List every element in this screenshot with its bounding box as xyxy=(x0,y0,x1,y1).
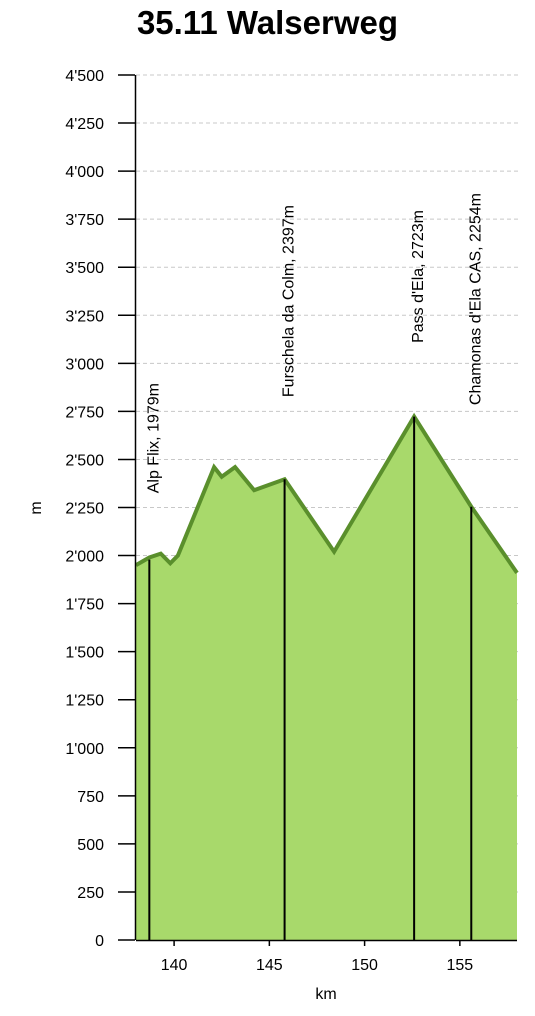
y-tick-label: 3'000 xyxy=(65,356,104,373)
chart-title: 35.11 Walserweg xyxy=(136,4,399,41)
y-tick-label: 3'250 xyxy=(65,308,104,325)
y-tick-label: 0 xyxy=(95,933,104,950)
x-axis-title: km xyxy=(315,986,336,1003)
y-tick-label: 4'000 xyxy=(65,164,104,181)
y-tick-label: 750 xyxy=(77,789,104,806)
y-tick-label: 2'000 xyxy=(65,549,104,566)
waypoint-label: Pass d'Ela, 2723m xyxy=(410,210,427,343)
y-tick-label: 250 xyxy=(77,885,104,902)
waypoint-label: Chamonas d'Ela CAS, 2254m xyxy=(467,193,484,405)
y-tick-label: 1'250 xyxy=(65,693,104,710)
elevation-fill xyxy=(136,416,517,941)
y-tick-label: 500 xyxy=(77,837,104,854)
waypoint-label: Furschela da Colm, 2397m xyxy=(281,205,298,397)
elevation-area xyxy=(135,412,519,941)
x-tick-label: 155 xyxy=(446,957,473,974)
y-tick-label: 1'000 xyxy=(65,741,104,758)
y-tick-label: 2'500 xyxy=(65,452,104,469)
y-tick-label: 4'500 xyxy=(65,68,104,85)
waypoint-label: Alp Flix, 1979m xyxy=(145,383,162,493)
y-tick-label: 1'750 xyxy=(65,597,104,614)
y-tick-label: 1'500 xyxy=(65,645,104,662)
elevation-line xyxy=(135,412,519,574)
waypoint-labels: Alp Flix, 1979m Furschela da Colm, 2397m P… xyxy=(145,193,484,493)
y-tick-label: 4'250 xyxy=(65,116,104,133)
y-tick-label: 3'500 xyxy=(65,260,104,277)
y-tick-label: 2'750 xyxy=(65,404,104,421)
axes: 0 250 500 750 1'000 1'250 1'500 1'750 2'000 2'250… xyxy=(28,68,517,1003)
y-tick-label: 3'750 xyxy=(65,212,104,229)
x-tick-label: 150 xyxy=(351,957,378,974)
waypoint-markers xyxy=(148,416,473,940)
x-tick-label: 140 xyxy=(161,957,188,974)
y-axis-title: m xyxy=(28,501,45,514)
y-tick-label: 2'250 xyxy=(65,501,104,518)
x-tick-label: 145 xyxy=(256,957,283,974)
